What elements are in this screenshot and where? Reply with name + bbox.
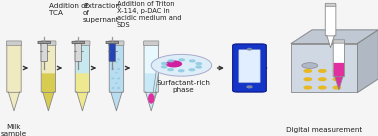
FancyBboxPatch shape: [144, 44, 158, 92]
Circle shape: [304, 78, 311, 81]
FancyBboxPatch shape: [75, 43, 81, 61]
Circle shape: [333, 86, 341, 89]
FancyBboxPatch shape: [42, 73, 55, 92]
Polygon shape: [357, 30, 378, 92]
FancyBboxPatch shape: [333, 40, 345, 43]
Text: Addition of Triton
X-114, p-DAC in
acidic medium and
SDS: Addition of Triton X-114, p-DAC in acidi…: [117, 1, 181, 28]
FancyBboxPatch shape: [109, 41, 124, 45]
FancyBboxPatch shape: [333, 42, 344, 77]
Text: Digital measurement: Digital measurement: [286, 127, 363, 133]
FancyBboxPatch shape: [325, 5, 336, 36]
Circle shape: [189, 69, 195, 71]
Polygon shape: [43, 92, 54, 111]
Circle shape: [302, 63, 318, 68]
Polygon shape: [8, 92, 20, 111]
FancyBboxPatch shape: [239, 50, 260, 83]
Circle shape: [118, 78, 119, 79]
FancyBboxPatch shape: [233, 44, 266, 92]
FancyBboxPatch shape: [75, 41, 90, 45]
Circle shape: [118, 59, 119, 60]
Text: Extraction
of
supernant: Extraction of supernant: [83, 3, 120, 23]
FancyBboxPatch shape: [6, 41, 22, 45]
FancyBboxPatch shape: [291, 44, 357, 92]
Circle shape: [190, 60, 195, 62]
FancyBboxPatch shape: [106, 41, 119, 44]
FancyBboxPatch shape: [144, 73, 158, 92]
Circle shape: [151, 54, 212, 76]
Text: Addition of
TCA: Addition of TCA: [49, 3, 88, 16]
Circle shape: [112, 78, 114, 79]
Circle shape: [161, 63, 167, 64]
FancyBboxPatch shape: [109, 44, 124, 92]
FancyBboxPatch shape: [144, 41, 159, 45]
Circle shape: [319, 70, 326, 72]
Circle shape: [319, 78, 326, 81]
Circle shape: [116, 62, 117, 63]
Circle shape: [179, 59, 184, 61]
Ellipse shape: [166, 60, 182, 67]
Circle shape: [168, 60, 174, 62]
Circle shape: [333, 78, 341, 81]
FancyBboxPatch shape: [76, 73, 89, 92]
Polygon shape: [77, 92, 88, 111]
FancyBboxPatch shape: [7, 44, 21, 92]
Circle shape: [168, 69, 173, 71]
Circle shape: [112, 59, 114, 60]
Circle shape: [247, 86, 252, 88]
Circle shape: [319, 86, 326, 89]
Circle shape: [196, 66, 201, 68]
Polygon shape: [111, 92, 122, 111]
Polygon shape: [335, 76, 343, 90]
FancyBboxPatch shape: [41, 43, 48, 61]
FancyBboxPatch shape: [38, 41, 51, 44]
Text: Milk
sample: Milk sample: [1, 124, 27, 136]
Circle shape: [161, 66, 167, 68]
FancyBboxPatch shape: [325, 3, 336, 6]
Ellipse shape: [148, 93, 154, 104]
Circle shape: [333, 70, 341, 72]
Circle shape: [116, 83, 117, 84]
Circle shape: [116, 72, 117, 73]
Circle shape: [248, 48, 251, 50]
Polygon shape: [291, 30, 378, 44]
Circle shape: [196, 63, 201, 65]
FancyBboxPatch shape: [75, 44, 90, 92]
FancyBboxPatch shape: [72, 41, 85, 44]
Text: Surfactant-rich
phase: Surfactant-rich phase: [156, 80, 210, 93]
FancyBboxPatch shape: [41, 44, 56, 92]
FancyBboxPatch shape: [41, 41, 56, 45]
FancyBboxPatch shape: [109, 43, 116, 61]
Circle shape: [178, 70, 184, 72]
Circle shape: [304, 86, 311, 89]
Circle shape: [304, 70, 311, 72]
FancyBboxPatch shape: [333, 63, 344, 77]
Polygon shape: [327, 35, 334, 48]
Polygon shape: [146, 92, 157, 111]
